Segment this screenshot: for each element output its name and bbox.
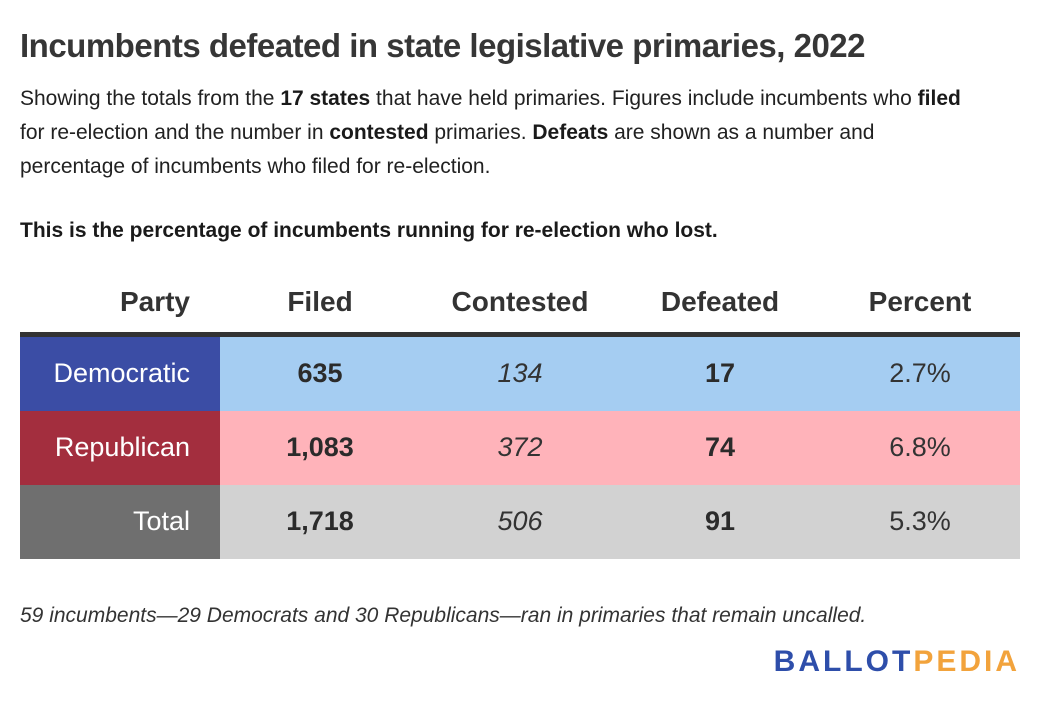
percent-cell: 2.7% xyxy=(820,334,1020,411)
column-header-filed: Filed xyxy=(220,285,420,337)
contested-cell: 372 xyxy=(420,410,620,485)
results-table: Party Filed Contested Defeated Percent D… xyxy=(20,285,1020,559)
intro-segment-bold: Defeats xyxy=(532,120,609,144)
contested-cell: 134 xyxy=(420,334,620,411)
intro-segment-bold: filed xyxy=(917,86,961,110)
column-header-defeated: Defeated xyxy=(620,285,820,337)
defeated-cell: 74 xyxy=(620,410,820,485)
intro-segment: are shown as a number and percentage of … xyxy=(20,120,875,178)
table-row-republican: Republican 1,083 372 74 6.8% xyxy=(20,410,1020,485)
intro-segment: for re-election and the number in xyxy=(20,120,330,144)
defeated-cell: 17 xyxy=(620,334,820,411)
contested-cell: 506 xyxy=(420,484,620,559)
filed-cell: 1,083 xyxy=(220,410,420,485)
party-cell: Democratic xyxy=(20,334,220,411)
header-row: Party Filed Contested Defeated Percent xyxy=(20,285,1020,337)
filed-cell: 1,718 xyxy=(220,484,420,559)
logo-pedia-text: PEDIA xyxy=(913,644,1020,678)
table-row-democratic: Democratic 635 134 17 2.7% xyxy=(20,334,1020,411)
logo-ballot-text: BALLOT xyxy=(773,644,914,678)
intro-segment: primaries. xyxy=(428,120,533,144)
page-title: Incumbents defeated in state legislative… xyxy=(20,27,866,64)
intro-text: Showing the totals from the 17 states th… xyxy=(20,82,972,184)
intro-segment: Showing the totals from the xyxy=(20,86,281,110)
lead-sentence: This is the percentage of incumbents run… xyxy=(20,218,718,242)
party-cell: Total xyxy=(20,484,220,559)
column-header-contested: Contested xyxy=(420,285,620,337)
percent-cell: 5.3% xyxy=(820,484,1020,559)
party-cell: Republican xyxy=(20,410,220,485)
intro-segment-bold: 17 states xyxy=(280,86,371,110)
filed-cell: 635 xyxy=(220,334,420,411)
intro-segment: that have held primaries. Figures includ… xyxy=(370,86,918,110)
footnote: 59 incumbents—29 Democrats and 30 Republ… xyxy=(20,603,867,627)
defeated-cell: 91 xyxy=(620,484,820,559)
column-header-party: Party xyxy=(20,285,220,337)
ballotpedia-logo: BALLOTPEDIA xyxy=(20,645,1020,679)
column-header-percent: Percent xyxy=(820,285,1020,337)
intro-segment-bold: contested xyxy=(329,120,429,144)
table-row-total: Total 1,718 506 91 5.3% xyxy=(20,484,1020,559)
percent-cell: 6.8% xyxy=(820,410,1020,485)
